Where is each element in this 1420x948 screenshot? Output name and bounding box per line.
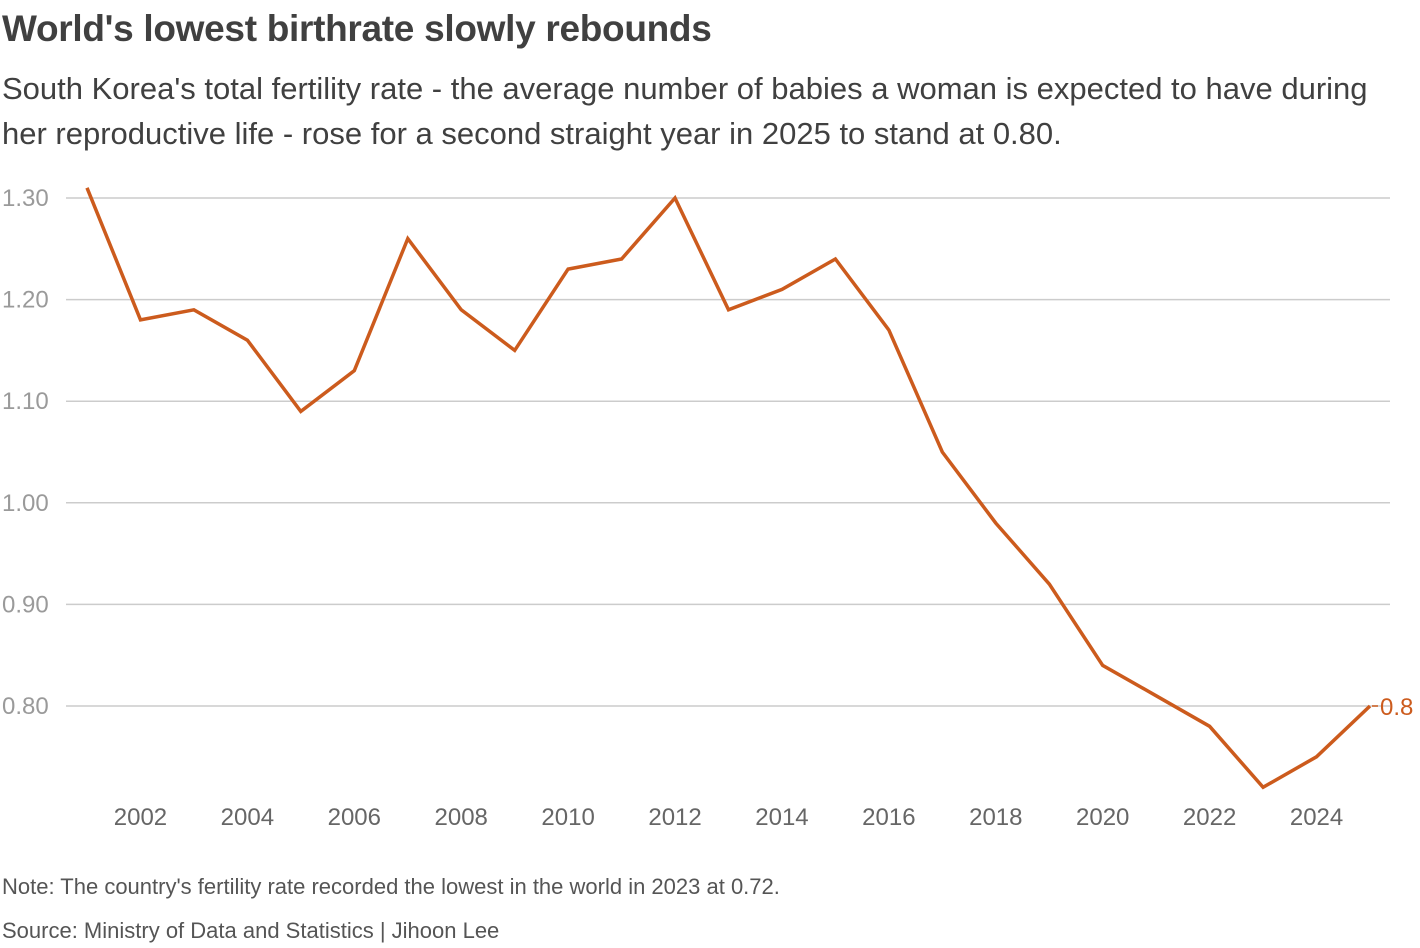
y-tick-label: 1.00 — [2, 490, 49, 517]
end-label-layer: 0.8 — [1372, 694, 1413, 721]
x-tick-label: 2012 — [648, 804, 701, 831]
end-value-label: 0.8 — [1380, 694, 1413, 721]
x-tick-label: 2002 — [114, 804, 167, 831]
x-tick-label: 2014 — [755, 804, 808, 831]
x-axis-ticks: 2002 2004 2006 2008 2010 2012 2014 2016 2018 2020… — [114, 804, 1343, 831]
x-tick-label: 2006 — [328, 804, 381, 831]
y-tick-label: 1.30 — [2, 185, 49, 212]
series-line — [85, 187, 1372, 790]
x-tick-label: 2004 — [221, 804, 274, 831]
x-tick-label: 2008 — [435, 804, 488, 831]
chart-title: World's lowest birthrate slowly rebounds — [2, 8, 712, 49]
line-chart: 0.800.901.001.101.201.30 2002 2004 2006 200… — [2, 185, 1413, 831]
y-tick-label: 1.10 — [2, 388, 49, 415]
chart-note: Note: The country's fertility rate recor… — [2, 874, 780, 899]
gridlines — [66, 197, 1390, 707]
chart-source: Source: Ministry of Data and Statistics … — [2, 918, 500, 943]
y-tick-label: 0.90 — [2, 591, 49, 618]
chart-subtitle: South Korea's total fertility rate - the… — [2, 71, 1368, 151]
x-tick-label: 2016 — [862, 804, 915, 831]
series-line-layer — [85, 187, 1372, 790]
x-tick-label: 2024 — [1290, 804, 1343, 831]
x-tick-label: 2018 — [969, 804, 1022, 831]
y-axis-ticks: 0.80 0.90 1.00 1.10 1.20 1.30 — [2, 185, 49, 720]
y-tick-label: 1.20 — [2, 287, 49, 314]
x-tick-label: 2020 — [1076, 804, 1129, 831]
x-tick-label: 2010 — [541, 804, 594, 831]
x-tick-label: 2022 — [1183, 804, 1236, 831]
y-tick-label: 0.80 — [2, 693, 49, 720]
